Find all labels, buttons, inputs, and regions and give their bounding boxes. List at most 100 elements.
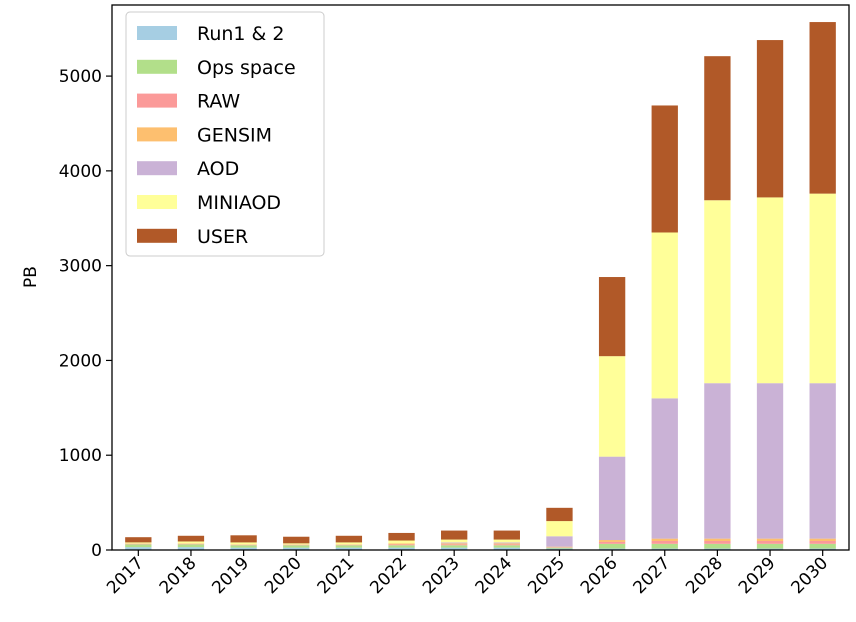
bar-segment [493, 539, 520, 543]
bar-segment [388, 543, 415, 545]
y-axis: 0 1000 2000 3000 4000 5000 [59, 67, 112, 561]
x-tick-label: 2028 [682, 553, 727, 598]
bar-segment [493, 543, 520, 545]
x-tick-label: 2026 [577, 553, 622, 598]
x-tick-label: 2022 [366, 553, 411, 598]
bar-segment [546, 507, 573, 522]
bar-segment [809, 548, 836, 550]
y-tick-label: 0 [91, 541, 102, 561]
bar-segment [441, 530, 468, 540]
bar-segment [177, 544, 205, 548]
legend-label: AOD [197, 158, 239, 180]
bar-segment [598, 541, 626, 544]
bar-segment [704, 548, 731, 550]
bar-segment [756, 538, 784, 541]
x-tick-label: 2023 [419, 553, 464, 598]
bar-segment [756, 40, 784, 198]
bar-segment [283, 547, 310, 550]
bar-segment [441, 543, 468, 545]
bar-segment [388, 532, 415, 541]
bar-segment [809, 383, 836, 539]
bar-segment [177, 547, 205, 550]
bar-segment [651, 548, 678, 550]
legend-swatch [137, 161, 177, 176]
bar-segment [704, 543, 731, 549]
bar-segment [704, 541, 731, 544]
legend-label: RAW [197, 91, 240, 113]
bar-segment [493, 544, 520, 546]
legend-label: Ops space [197, 57, 296, 79]
x-tick-label: 2021 [314, 553, 359, 598]
bar-segment [441, 544, 468, 546]
bar-segment [809, 538, 836, 541]
bar-segment [704, 200, 731, 384]
bar-segment [756, 383, 784, 539]
x-tick-label: 2030 [787, 553, 832, 598]
bar-segment [598, 540, 626, 542]
x-tick-label: 2029 [735, 553, 780, 598]
bar-segment [125, 537, 152, 543]
x-tick-label: 2018 [156, 553, 201, 598]
bar-segment [335, 542, 363, 545]
bar-segment [125, 544, 152, 548]
bar-segment [441, 547, 468, 550]
bar-segment [335, 545, 363, 548]
legend-swatch [137, 228, 177, 243]
x-tick-label: 2024 [472, 553, 517, 598]
bar-segment [441, 539, 468, 543]
bar-segment [756, 548, 784, 550]
bar-segment [598, 277, 626, 357]
bar-segment [651, 541, 678, 544]
x-tick-label: 2027 [630, 553, 675, 598]
y-tick-label: 2000 [59, 351, 102, 371]
plot-frame [111, 4, 850, 551]
bar-segment [493, 530, 520, 540]
bar-segment [177, 541, 205, 544]
y-tick-label: 3000 [59, 257, 102, 277]
bar-segment [756, 197, 784, 384]
bar-segment [651, 232, 678, 399]
legend-swatch [137, 127, 177, 142]
bars-group [125, 22, 836, 550]
bar-segment [651, 543, 678, 549]
bar-segment [809, 541, 836, 544]
bar-segment [335, 535, 363, 543]
bar-segment [230, 542, 257, 545]
legend: Run1 & 2 Ops space RAW GENSIM AOD MINIAOD USER [125, 11, 325, 257]
bar-segment [125, 542, 152, 544]
bar-segment [230, 545, 257, 548]
bar-segment [756, 543, 784, 549]
bar-segment [388, 547, 415, 550]
bar-segment [598, 456, 626, 541]
legend-swatch [137, 26, 177, 40]
bar-segment [704, 538, 731, 541]
y-tick-label: 1000 [59, 446, 102, 466]
bar-segment [388, 540, 415, 544]
x-tick-label: 2017 [103, 553, 148, 598]
legend-swatch [137, 195, 177, 209]
bar-segment [598, 356, 626, 457]
y-tick-label: 4000 [59, 162, 102, 182]
bar-segment [598, 548, 626, 550]
bar-segment [493, 542, 520, 544]
bar-segment [230, 547, 257, 550]
bar-segment [809, 193, 836, 384]
bar-segment [546, 548, 573, 550]
legend-label: GENSIM [197, 124, 272, 146]
bar-segment [388, 545, 415, 548]
legend-label: USER [197, 226, 248, 248]
bar-segment [756, 541, 784, 544]
bar-segment [546, 536, 573, 547]
bar-segment [809, 543, 836, 549]
bar-segment [493, 545, 520, 548]
bar-segment [335, 547, 363, 550]
bar-segment [283, 545, 310, 548]
bar-segment [441, 542, 468, 544]
bar-segment [283, 536, 310, 544]
legend-label: MINIAOD [197, 192, 281, 214]
bar-segment [704, 56, 731, 201]
bar-segment [493, 547, 520, 550]
x-tick-label: 2020 [261, 553, 306, 598]
bar-segment [546, 521, 573, 537]
